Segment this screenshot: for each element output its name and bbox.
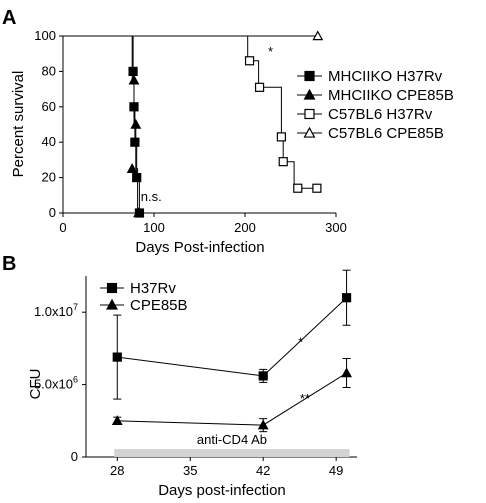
- panel-a-series: [63, 30, 324, 218]
- panel-a-series-4-marker: [312, 30, 324, 41]
- tick-label-base: 5.0x10: [34, 377, 73, 392]
- panel-b-annotation: *: [298, 335, 303, 350]
- tick-label-exponent: 7: [73, 302, 78, 312]
- panel-a-x-axis-title: Days Post-infection: [135, 239, 264, 256]
- panel-b-y-tick-label: 0: [71, 449, 78, 464]
- panel-a-legend-label: C57BL6 CPE85B: [328, 125, 444, 142]
- panel-a-series-3-marker: [244, 56, 255, 66]
- panel-b-series-2-marker: [111, 415, 123, 425]
- panel-a-legend: MHCIIKO H37Rv MHCIIKO CPE85B C57BL6 H37Rv C…: [297, 68, 454, 142]
- panel-a-legend-marker: [303, 88, 316, 100]
- panel-a-x-tick-label: 0: [59, 220, 66, 235]
- panel-b-series-1-marker: [112, 352, 122, 362]
- panel-a-legend-marker: [304, 108, 315, 120]
- panel-a-legend-label: MHCIIKO CPE85B: [328, 87, 454, 104]
- panel-a-series-1-marker: [130, 137, 140, 147]
- panel-a-series-line-2: [63, 35, 139, 214]
- panel-a-annotation: *: [268, 44, 273, 59]
- panel-a-y-tick-label: 60: [42, 99, 56, 114]
- panel-a-series-3-marker: [254, 82, 265, 92]
- panel-a-legend-marker: [303, 126, 316, 138]
- panel-a-series-2-marker: [133, 207, 144, 218]
- panel-b-x-tick-label: 35: [183, 463, 197, 478]
- panel-a-series-2-marker: [128, 74, 140, 85]
- panel-a-series-line-1: [63, 35, 141, 214]
- panel-label-b: B: [2, 253, 16, 275]
- panel-a-series-3-marker: [276, 132, 286, 142]
- panel-a-y-tick-label: 0: [49, 205, 56, 220]
- panel-a-annotation: n.s.: [141, 189, 162, 204]
- panel-a-legend-marker: [304, 70, 315, 82]
- treatment-bar: [114, 449, 350, 457]
- panel-b-y-tick-label: 5.0x106: [34, 375, 78, 392]
- panel-a-axes: 0 20 40 60 80 100 0 100 200 300: [34, 28, 347, 235]
- panel-a-series-2-marker: [126, 163, 138, 173]
- panel-a-series-2-marker: [130, 118, 142, 129]
- panel-b-legend-label: H37Rv: [130, 280, 176, 297]
- panel-b-annotations: ***: [298, 335, 310, 406]
- panel-a-y-tick-label: 100: [34, 28, 56, 43]
- panel-b-legend-marker: [106, 298, 118, 310]
- panel-a-x-tick-label: 200: [234, 220, 256, 235]
- panel-b-series-line-2: [117, 372, 347, 426]
- panel-a-legend-label: C57BL6 H37Rv: [328, 106, 433, 123]
- panel-a-legend-label: MHCIIKO H37Rv: [328, 68, 443, 85]
- panel-a-series-3-marker: [293, 183, 303, 193]
- tick-label-base: 1.0x10: [34, 304, 73, 319]
- panel-b-x-axis-title: Days post-infection: [158, 482, 286, 499]
- tick-label-base: 0: [71, 449, 78, 464]
- panel-a-y-tick-label: 40: [42, 134, 56, 149]
- panel-b-axes: 0 5.0x106 1.0x107 28 35 42 49: [34, 276, 357, 478]
- panel-b-annotation: **: [300, 391, 310, 406]
- panel-a-x-tick-label: 100: [143, 220, 165, 235]
- panel-label-a: A: [2, 7, 16, 29]
- panel-b-legend-label: CPE85B: [130, 297, 188, 314]
- panel-b-treatment-bar: anti-CD4 Ab: [114, 432, 350, 457]
- panel-a-series-3-marker: [278, 157, 288, 167]
- panel-b-series-2-marker: [257, 419, 269, 430]
- panel-b-x-tick-label: 49: [329, 463, 343, 478]
- panel-a-x-tick-label: 300: [325, 220, 347, 235]
- panel-a-y-tick-label: 20: [42, 170, 56, 185]
- panel-b-x-tick-label: 28: [110, 463, 124, 478]
- panel-b-cfu-chart: 0 5.0x106 1.0x107 28 35 42 49 anti-CD4 Ab H37R…: [27, 269, 357, 499]
- panel-b-legend-marker: [106, 282, 118, 294]
- panel-b-series-2-marker: [341, 367, 352, 378]
- panel-a-series-3-marker: [312, 183, 322, 193]
- tick-label-exponent: 6: [73, 375, 78, 385]
- panel-b-x-tick-label: 42: [256, 463, 270, 478]
- panel-b-series: [111, 269, 352, 433]
- panel-a-y-axis-title: Percent survival: [10, 71, 27, 178]
- panel-a-y-tick-label: 80: [42, 63, 56, 78]
- treatment-bar-label: anti-CD4 Ab: [197, 432, 267, 447]
- panel-b-series-1-marker: [258, 371, 268, 381]
- panel-b-y-tick-label: 1.0x107: [34, 302, 78, 319]
- panel-b-series-1-marker: [341, 293, 352, 303]
- panel-b-y-axis-title: CFU: [27, 369, 44, 400]
- panel-a-annotations: * n.s.: [141, 44, 273, 204]
- panel-a-series-1-marker: [132, 173, 142, 183]
- panel-a-series-1-marker: [128, 66, 138, 77]
